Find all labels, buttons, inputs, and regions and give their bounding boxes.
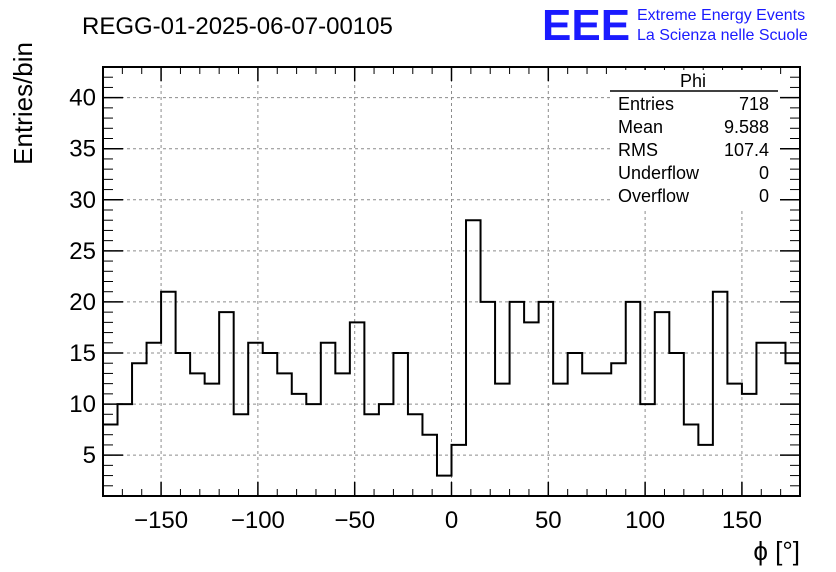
histogram-bin (553, 384, 568, 496)
eee-logo: EEE Extreme Energy Events La Scienza nel… (542, 1, 808, 50)
x-tick-label: 100 (625, 507, 665, 534)
y-tick-label: 30 (69, 187, 96, 214)
x-tick-label: −50 (334, 507, 375, 534)
histogram-bin (510, 302, 525, 496)
histogram-bin (771, 343, 786, 496)
y-tick-label: 15 (69, 340, 96, 367)
y-tick-label: 10 (69, 391, 96, 418)
histogram-bin (118, 404, 133, 496)
histogram-bin (524, 322, 539, 496)
logo-mark: EEE (542, 1, 630, 50)
y-tick-label: 25 (69, 238, 96, 265)
histogram-bin (698, 445, 713, 496)
stats-label: Underflow (618, 163, 700, 183)
histogram-bin (205, 384, 220, 496)
stats-value: 718 (739, 94, 769, 114)
histogram-bin (393, 353, 408, 496)
histogram-bin (103, 425, 118, 497)
histogram-bin (684, 425, 699, 497)
histogram-bin (350, 322, 365, 496)
histogram-bin (335, 373, 350, 496)
histogram-bin (452, 445, 467, 496)
histogram-bin (727, 384, 742, 496)
grid (103, 67, 800, 496)
histogram-bin (495, 384, 510, 496)
histogram-bin (756, 343, 771, 496)
logo-line-1: Extreme Energy Events (637, 7, 805, 24)
stats-value: 0 (759, 186, 769, 206)
histogram-outline (103, 219, 801, 477)
stats-value: 107.4 (724, 140, 769, 160)
stats-label: Mean (618, 117, 663, 137)
histogram-bin (437, 476, 452, 496)
histogram-bin (713, 292, 728, 496)
histogram-bin (611, 363, 626, 496)
y-tick-label: 40 (69, 85, 96, 112)
histogram-bin (379, 404, 394, 496)
histogram-bin (640, 404, 655, 496)
histogram-bin (568, 353, 583, 496)
histogram-bin (422, 435, 437, 496)
histogram-bin (582, 373, 597, 496)
y-axis-label: Entries/bin (8, 42, 38, 165)
histogram-bin (248, 343, 263, 496)
x-tick-label: 0 (445, 507, 458, 534)
stats-rows: Entries 718 Mean 9.588 RMS 107.4 Underflow 0 Ove… (618, 94, 769, 206)
histogram-bin (161, 292, 176, 496)
histogram-bin (742, 394, 757, 496)
histogram-bin (364, 414, 379, 496)
histogram-bin (263, 353, 278, 496)
stats-label: RMS (618, 140, 658, 160)
histogram-bin (481, 302, 496, 496)
x-axis-label: ϕ [°] (753, 536, 800, 566)
histogram-bin (147, 343, 162, 496)
histogram-bin (321, 343, 336, 496)
axes: −150 −100 −50 0 50 100 150 5 10 15 20 25 30 35 40 ϕ [°]… (8, 42, 801, 566)
y-tick-label: 35 (69, 136, 96, 163)
stats-label: Entries (618, 94, 674, 114)
histogram-bin (669, 353, 684, 496)
histogram-bin (539, 302, 554, 496)
x-tick-label: −150 (134, 507, 188, 534)
histogram-bin (597, 373, 612, 496)
histogram (103, 219, 801, 497)
histogram-bin (277, 373, 292, 496)
y-tick-label: 5 (83, 442, 96, 469)
histogram-bin (466, 220, 481, 496)
x-tick-label: 50 (535, 507, 562, 534)
histogram-bin (132, 363, 147, 496)
chart-title: REGG-01-2025-06-07-00105 (82, 13, 393, 40)
stats-value: 9.588 (724, 117, 769, 137)
histogram-bin (626, 302, 641, 496)
y-tick-label: 20 (69, 289, 96, 316)
stats-box-background (610, 70, 778, 208)
histogram-bin (190, 373, 205, 496)
logo-line-2: La Scienza nelle Scuole (637, 27, 808, 44)
x-tick-label: −100 (231, 507, 285, 534)
histogram-bin (176, 353, 191, 496)
stats-label: Overflow (618, 186, 690, 206)
stats-box: Phi Entries 718 Mean 9.588 RMS 107.4 Underflow… (610, 70, 778, 208)
stats-box-title: Phi (680, 71, 706, 91)
histogram-bin (785, 363, 800, 496)
histogram-bin (292, 394, 307, 496)
histogram-bin (306, 404, 321, 496)
stats-value: 0 (759, 163, 769, 183)
x-tick-label: 150 (722, 507, 762, 534)
